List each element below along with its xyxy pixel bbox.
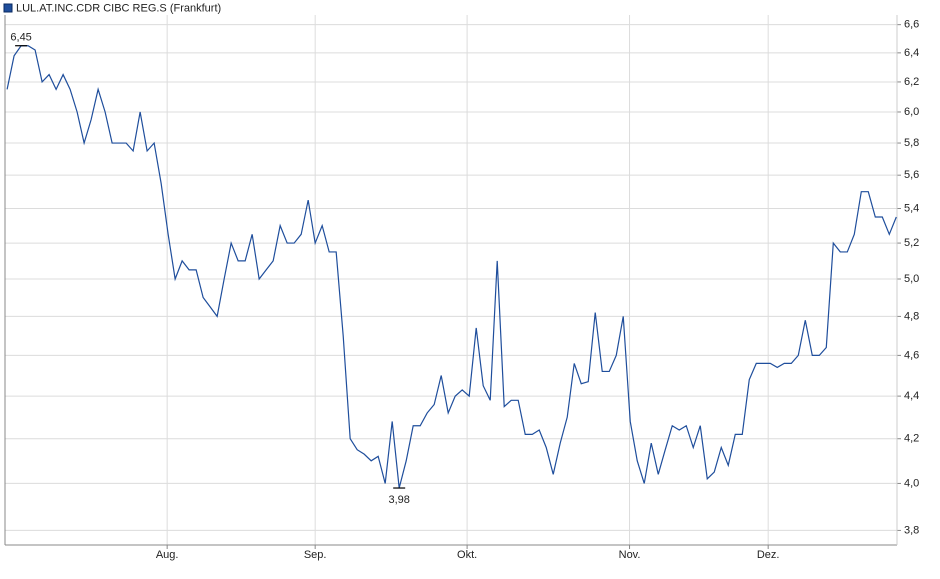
y-tick-label: 5,8 <box>904 137 919 149</box>
y-tick-label: 4,8 <box>904 310 919 322</box>
y-tick-label: 5,6 <box>904 169 919 181</box>
annotation-label: 6,45 <box>10 32 31 44</box>
y-tick-label: 4,2 <box>904 433 919 445</box>
y-tick-label: 4,0 <box>904 477 919 489</box>
y-tick-label: 6,4 <box>904 47 919 59</box>
x-tick-label: Okt. <box>457 549 477 561</box>
price-line <box>6 45 897 489</box>
y-tick-label: 5,2 <box>904 237 919 249</box>
legend-label: LUL.AT.INC.CDR CIBC REG.S (Frankfurt) <box>16 2 221 14</box>
y-tick-label: 6,0 <box>904 106 919 118</box>
x-tick-label: Dez. <box>757 549 780 561</box>
x-tick-label: Sep. <box>304 549 327 561</box>
y-tick-label: 5,4 <box>904 202 919 214</box>
y-tick-label: 5,0 <box>904 273 919 285</box>
y-tick-label: 3,8 <box>904 524 919 536</box>
legend-swatch <box>3 3 13 13</box>
y-tick-label: 4,4 <box>904 390 919 402</box>
x-tick-label: Aug. <box>156 549 179 561</box>
x-tick-label: Nov. <box>619 549 641 561</box>
y-tick-label: 6,2 <box>904 76 919 88</box>
y-tick-label: 4,6 <box>904 349 919 361</box>
y-tick-label: 6,6 <box>904 19 919 31</box>
annotation-label: 3,98 <box>388 494 409 506</box>
